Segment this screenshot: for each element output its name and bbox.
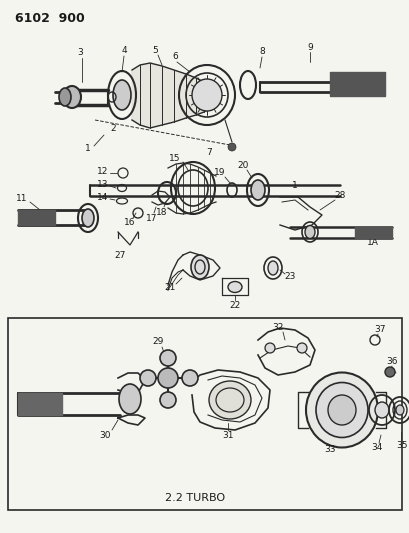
Text: 36: 36	[385, 358, 397, 367]
Text: 2.2 TURBO: 2.2 TURBO	[164, 493, 225, 503]
Circle shape	[182, 370, 198, 386]
Ellipse shape	[250, 180, 264, 200]
Ellipse shape	[82, 209, 94, 227]
Ellipse shape	[305, 373, 377, 448]
Text: 21: 21	[164, 282, 175, 292]
Text: 2: 2	[110, 124, 115, 133]
Ellipse shape	[315, 383, 367, 438]
Text: 7: 7	[206, 148, 211, 157]
Text: 16: 16	[124, 217, 135, 227]
Text: 6102  900: 6102 900	[15, 12, 85, 25]
Ellipse shape	[113, 80, 131, 110]
Text: 8: 8	[258, 46, 264, 55]
Ellipse shape	[267, 261, 277, 275]
Text: 19: 19	[214, 167, 225, 176]
Text: 34: 34	[371, 443, 382, 453]
Text: 13: 13	[97, 180, 108, 189]
Ellipse shape	[191, 255, 209, 279]
Text: 4: 4	[121, 45, 126, 54]
Ellipse shape	[374, 402, 388, 418]
Text: 3: 3	[77, 47, 83, 56]
Text: 15: 15	[169, 154, 180, 163]
Text: 14: 14	[97, 192, 108, 201]
Circle shape	[139, 370, 155, 386]
Ellipse shape	[395, 405, 403, 415]
Text: 5: 5	[152, 45, 157, 54]
Text: 1: 1	[291, 181, 297, 190]
Text: 31: 31	[222, 431, 233, 440]
Ellipse shape	[119, 384, 141, 414]
Text: 18: 18	[156, 207, 167, 216]
Polygon shape	[370, 333, 378, 340]
Text: 12: 12	[97, 166, 108, 175]
Text: 17: 17	[146, 214, 157, 222]
Text: 22: 22	[229, 301, 240, 310]
Ellipse shape	[327, 395, 355, 425]
Text: 37: 37	[373, 326, 385, 335]
Circle shape	[160, 392, 175, 408]
Text: 27: 27	[114, 251, 126, 260]
Circle shape	[227, 143, 236, 151]
Ellipse shape	[59, 88, 71, 106]
Text: 33: 33	[324, 446, 335, 455]
Polygon shape	[132, 63, 209, 128]
Text: 32: 32	[272, 324, 283, 333]
Circle shape	[160, 350, 175, 366]
Ellipse shape	[191, 79, 221, 111]
Text: 23: 23	[283, 271, 295, 280]
Circle shape	[384, 367, 394, 377]
Text: 35: 35	[395, 440, 407, 449]
Text: 6: 6	[172, 52, 178, 61]
Circle shape	[264, 343, 274, 353]
Text: 9: 9	[306, 43, 312, 52]
Text: 1: 1	[85, 143, 91, 152]
Text: 1A: 1A	[366, 238, 378, 246]
Text: 29: 29	[152, 337, 163, 346]
Ellipse shape	[209, 381, 250, 419]
Ellipse shape	[304, 225, 314, 238]
Circle shape	[296, 343, 306, 353]
Text: 30: 30	[99, 431, 110, 440]
Text: 28: 28	[333, 190, 345, 199]
Bar	[8, 318, 401, 510]
Circle shape	[157, 368, 178, 388]
Text: 11: 11	[16, 193, 28, 203]
Text: 20: 20	[237, 160, 248, 169]
Ellipse shape	[63, 86, 81, 108]
Ellipse shape	[227, 281, 241, 293]
